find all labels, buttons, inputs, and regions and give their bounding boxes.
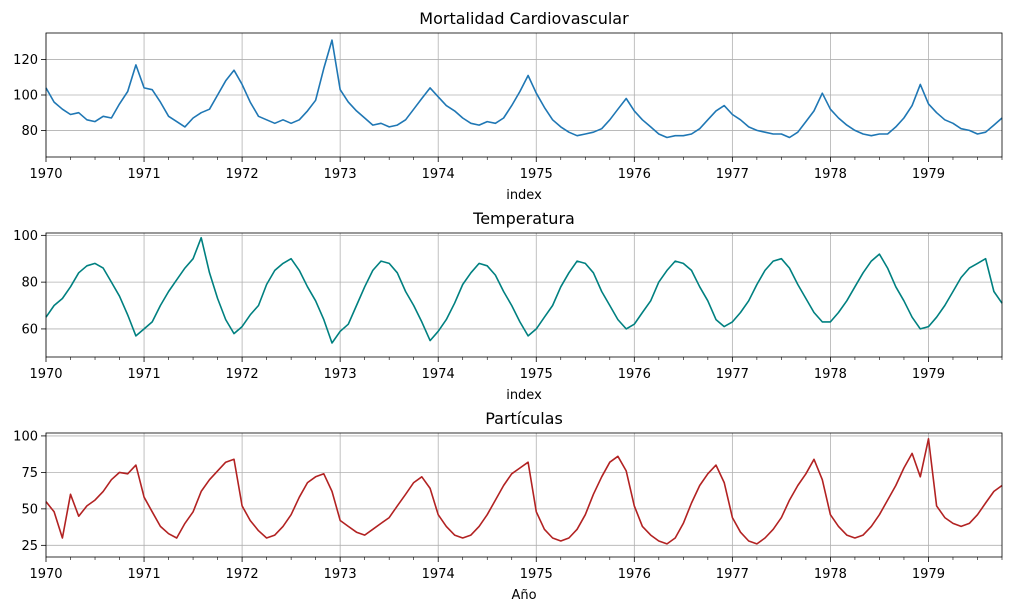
y-tick-label: 100 xyxy=(13,429,38,444)
subplot-1: Mortalidad Cardiovascular 1970 1971 1972 197… xyxy=(13,9,1003,203)
x-tick-label: 1973 xyxy=(324,167,357,182)
y-tick-label: 60 xyxy=(21,322,38,337)
x-axis-label: Año xyxy=(511,588,536,603)
x-tick-label: 1974 xyxy=(422,567,455,582)
x-tick-label: 1971 xyxy=(128,367,161,382)
y-tick-label: 100 xyxy=(13,229,38,244)
plot-area-frame xyxy=(45,232,1003,358)
x-tick-label: 1972 xyxy=(226,567,259,582)
x-tick-label: 1970 xyxy=(29,567,62,582)
plot-area-frame xyxy=(45,432,1003,558)
x-tick-label: 1972 xyxy=(226,367,259,382)
x-tick-label: 1979 xyxy=(912,167,945,182)
y-tick-label: 50 xyxy=(21,502,38,517)
x-tick-label: 1977 xyxy=(716,367,749,382)
x-tick-label: 1976 xyxy=(618,167,651,182)
x-tick-label: 1970 xyxy=(29,167,62,182)
y-tick-label: 25 xyxy=(21,539,38,554)
x-tick-label: 1974 xyxy=(422,367,455,382)
x-tick-label: 1975 xyxy=(520,367,553,382)
x-tick-label: 1970 xyxy=(29,367,62,382)
x-tick-label: 1973 xyxy=(324,367,357,382)
y-tick-label: 80 xyxy=(21,124,38,139)
y-tick-label: 80 xyxy=(21,276,38,291)
x-tick-label: 1978 xyxy=(814,367,847,382)
chart-title: Partículas xyxy=(485,409,563,428)
x-tick-label: 1977 xyxy=(716,567,749,582)
x-tick-label: 1977 xyxy=(716,167,749,182)
chart-title: Mortalidad Cardiovascular xyxy=(419,9,629,28)
y-tick-label: 75 xyxy=(21,466,38,481)
x-tick-label: 1972 xyxy=(226,167,259,182)
x-tick-label: 1979 xyxy=(912,567,945,582)
x-tick-label: 1971 xyxy=(128,567,161,582)
subplots: Mortalidad Cardiovascular 1970 1971 1972 197… xyxy=(13,9,1003,603)
x-tick-label: 1974 xyxy=(422,167,455,182)
series-line xyxy=(45,39,1003,139)
x-axis-label: index xyxy=(506,188,542,203)
x-tick-label: 1978 xyxy=(814,567,847,582)
x-tick-label: 1978 xyxy=(814,167,847,182)
chart-title: Temperatura xyxy=(472,209,575,228)
x-axis-label: index xyxy=(506,388,542,403)
y-tick-label: 100 xyxy=(13,89,38,104)
x-tick-label: 1979 xyxy=(912,367,945,382)
x-tick-label: 1976 xyxy=(618,567,651,582)
series-line xyxy=(45,437,1003,545)
x-tick-label: 1976 xyxy=(618,367,651,382)
x-tick-label: 1975 xyxy=(520,167,553,182)
subplot-2: Temperatura 1970 1971 1972 1973 1974 1975 1976 1… xyxy=(13,209,1003,403)
series-line xyxy=(45,236,1003,344)
x-tick-label: 1973 xyxy=(324,567,357,582)
x-tick-label: 1971 xyxy=(128,167,161,182)
y-tick-label: 120 xyxy=(13,53,38,68)
x-tick-label: 1975 xyxy=(520,567,553,582)
subplot-3: Partículas 1970 1971 1972 1973 1974 1975 1976 19… xyxy=(13,409,1003,603)
